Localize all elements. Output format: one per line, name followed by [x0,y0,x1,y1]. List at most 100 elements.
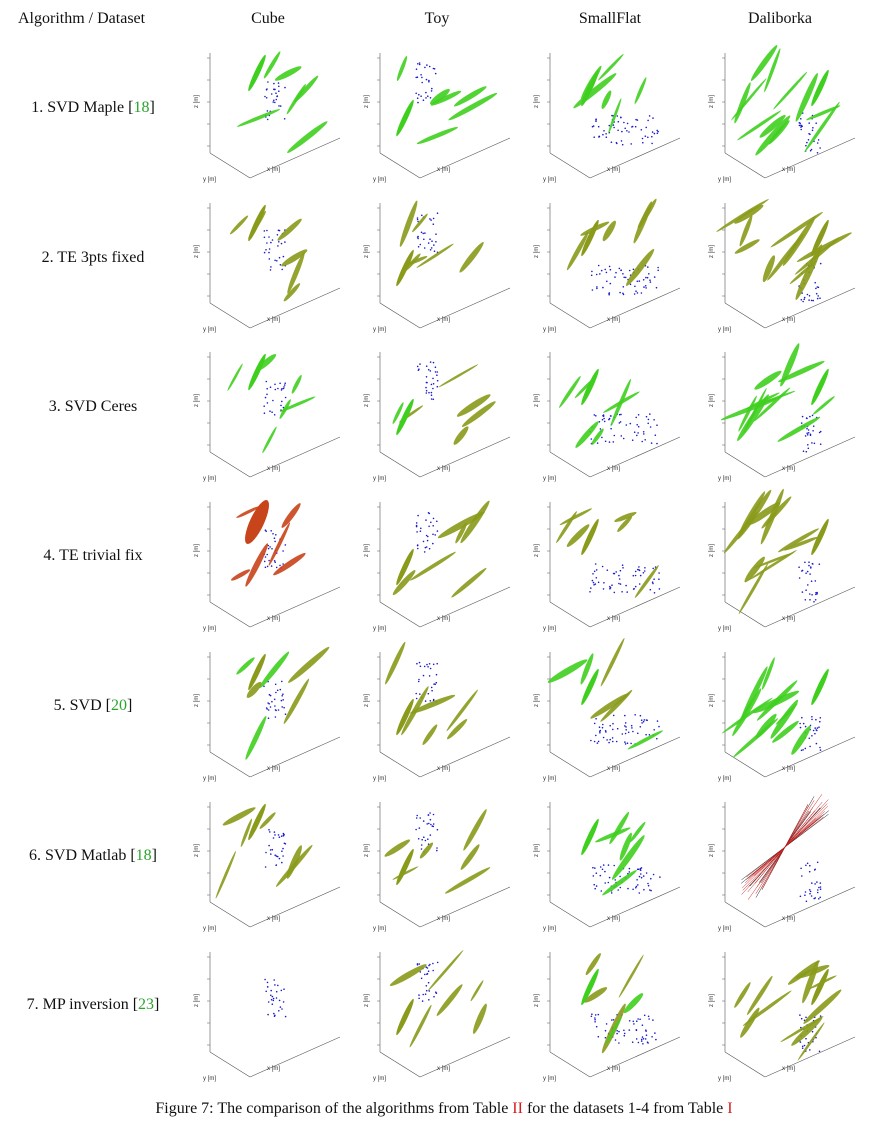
x-axis [764,137,856,179]
x-axis-label: x [m] [267,466,280,472]
3d-plot: z [m] y [m] x [m] [364,53,511,183]
z-axis-label: z [m] [194,544,200,557]
3d-plot: z [m] y [m] x [m] [709,45,856,183]
y-axis-label: y [m] [373,177,386,183]
y-axis [549,302,591,329]
row-label-7: 7. MP inversion [23] [26,996,160,1013]
plot-smallflat-row-6: z [m] y [m] x [m] [534,787,685,932]
x-axis-label: x [m] [782,616,795,622]
plot-daliborka-row-6: z [m] y [m] x [m] [709,787,860,932]
point-cloud [263,229,287,271]
x-axis [589,137,681,179]
x-axis [764,886,856,928]
y-axis-label: y [m] [373,327,386,333]
point-cloud [590,1013,657,1045]
uncertainty-ellipsoids [231,500,306,587]
y-axis [209,152,251,179]
y-axis-label: y [m] [543,1076,556,1082]
z-axis-label: z [m] [364,544,370,557]
x-axis-label: x [m] [437,1066,450,1072]
z-axis-label: z [m] [194,95,200,108]
z-axis-label: z [m] [534,394,540,407]
3d-plot: z [m] y [m] x [m] [534,638,681,782]
3d-plot: z [m] y [m] x [m] [194,203,341,333]
plot-toy-row-3: z [m] y [m] x [m] [364,337,515,482]
point-cloud [415,512,439,553]
y-axis-label: y [m] [203,776,216,782]
x-axis [764,586,856,628]
x-axis [589,586,681,628]
z-axis-label: z [m] [709,95,715,108]
table-link[interactable]: II [512,1100,523,1117]
x-axis [419,886,511,928]
x-axis [419,287,511,329]
y-axis [379,1051,421,1078]
column-header-toy: Toy [424,10,450,27]
z-axis-label: z [m] [364,994,370,1007]
z-axis-label: z [m] [709,394,715,407]
plot-cube-row-6: z [m] y [m] x [m] [194,787,345,932]
citation-link[interactable]: 18 [135,847,152,864]
3d-plot: z [m] y [m] x [m] [709,794,856,932]
x-axis [419,436,511,478]
x-axis-label: x [m] [782,466,795,472]
citation-link[interactable]: 18 [133,99,150,116]
y-axis-label: y [m] [373,1076,386,1082]
point-cloud [415,812,439,853]
column-header-cube: Cube [251,10,285,27]
uncertainty-ellipsoids [559,368,640,448]
y-axis-label: y [m] [373,626,386,632]
y-axis [724,751,766,778]
x-axis-label: x [m] [607,167,620,173]
y-axis [379,302,421,329]
point-cloud [264,829,287,868]
y-axis [549,601,591,628]
x-axis-label: x [m] [437,766,450,772]
3d-plot: z [m] y [m] x [m] [364,352,511,482]
x-axis-label: x [m] [267,916,280,922]
plot-daliborka-row-7: z [m] y [m] x [m] [709,937,860,1082]
3d-plot: z [m] y [m] x [m] [364,950,511,1082]
y-axis-label: y [m] [203,327,216,333]
3d-plot: z [m] y [m] x [m] [194,646,341,782]
3d-plot: z [m] y [m] x [m] [364,802,511,932]
3d-plot: z [m] y [m] x [m] [364,641,511,782]
z-axis-label: z [m] [534,245,540,258]
x-axis-label: x [m] [267,766,280,772]
plot-cube-row-1: z [m] y [m] x [m] [194,38,345,183]
plot-daliborka-row-4: z [m] y [m] x [m] [709,487,860,632]
3d-plot: z [m] y [m] x [m] [364,200,511,333]
point-cloud [798,561,821,603]
3d-plot: z [m] y [m] x [m] [709,343,856,482]
citation-link[interactable]: 20 [111,697,127,714]
uncertainty-ellipsoids [721,657,829,758]
x-axis [249,1036,341,1078]
row-label-4: 4. TE trivial fix [43,547,143,564]
plot-cube-row-2: z [m] y [m] x [m] [194,188,345,333]
plot-cube-row-5: z [m] y [m] x [m] [194,637,345,782]
uncertainty-ellipsoids [720,343,835,442]
uncertainty-ellipsoids [229,204,308,302]
x-axis [249,736,341,778]
x-axis-label: x [m] [782,916,795,922]
y-axis [549,901,591,928]
y-axis [209,901,251,928]
plot-smallflat-row-1: z [m] y [m] x [m] [534,38,685,183]
uncertainty-ellipsoids [581,953,644,1054]
point-cloud [590,264,659,296]
figure-caption: Figure 7: The comparison of the algorith… [155,1100,733,1117]
point-cloud [416,361,439,401]
y-axis-label: y [m] [718,327,731,333]
plot-toy-row-4: z [m] y [m] x [m] [364,487,515,632]
3d-plot: z [m] y [m] x [m] [534,352,681,482]
plot-smallflat-row-2: z [m] y [m] x [m] [534,188,685,333]
citation-link[interactable]: 23 [138,996,155,1013]
y-axis [724,152,766,179]
y-axis-label: y [m] [203,926,216,932]
x-axis [589,287,681,329]
x-axis [249,886,341,928]
3d-plot: z [m] y [m] x [m] [364,500,511,632]
y-axis [724,901,766,928]
table-link[interactable]: I [727,1100,733,1117]
row-label-5: 5. SVD [20] [53,697,133,714]
